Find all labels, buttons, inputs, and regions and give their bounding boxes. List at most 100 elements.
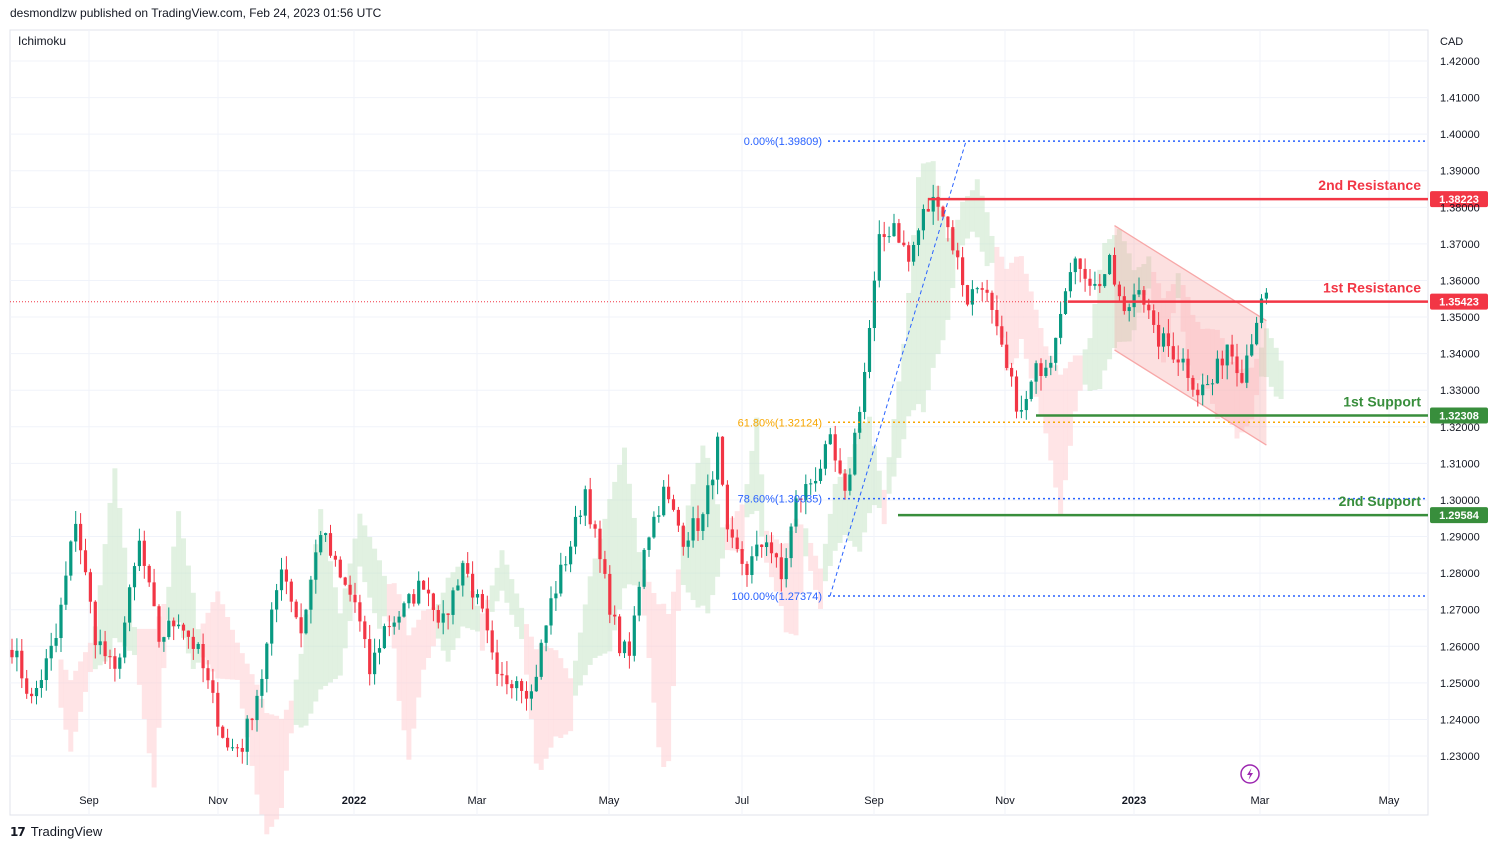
cloud-segment bbox=[524, 624, 529, 675]
cloud-segment bbox=[744, 484, 750, 518]
cloud-segment bbox=[1244, 368, 1250, 427]
y-tick-label: 1.34000 bbox=[1440, 349, 1480, 361]
candle-body bbox=[397, 616, 401, 623]
candle-body bbox=[554, 593, 558, 599]
cloud-segment bbox=[171, 546, 177, 627]
lightning-icon[interactable] bbox=[1240, 764, 1260, 784]
cloud-segment bbox=[646, 581, 652, 658]
cloud-segment bbox=[793, 518, 799, 636]
cloud-segment bbox=[597, 538, 603, 656]
cloud-segment bbox=[1146, 256, 1152, 289]
candle-body bbox=[98, 641, 102, 646]
candle-body bbox=[745, 563, 749, 575]
candle-body bbox=[985, 289, 989, 293]
candle-body bbox=[735, 537, 739, 550]
cloud-segment bbox=[656, 604, 662, 748]
cloud-segment bbox=[1254, 358, 1260, 396]
cloud-segment bbox=[1195, 321, 1201, 380]
cloud-segment bbox=[239, 653, 245, 709]
candle-body bbox=[1196, 389, 1200, 396]
cloud-segment bbox=[318, 509, 324, 690]
cloud-segment bbox=[1043, 346, 1049, 434]
cloud-segment bbox=[117, 508, 123, 643]
candle-body bbox=[417, 580, 421, 604]
cloud-segment bbox=[122, 547, 128, 647]
level-name: 1st Resistance bbox=[1323, 280, 1421, 296]
cloud-segment bbox=[1180, 285, 1186, 332]
candle-body bbox=[1245, 355, 1249, 383]
candle-body bbox=[559, 564, 563, 594]
candle-body bbox=[1161, 333, 1166, 347]
cloud-segment bbox=[896, 381, 902, 458]
candle-body bbox=[196, 643, 200, 649]
candle-body bbox=[515, 681, 519, 689]
candle-body bbox=[980, 288, 984, 290]
cloud-segment bbox=[577, 632, 583, 686]
cloud-segment bbox=[504, 564, 510, 603]
cloud-segment bbox=[430, 607, 436, 647]
cloud-segment bbox=[156, 616, 162, 728]
candle-body bbox=[965, 285, 970, 305]
cloud-segment bbox=[1141, 264, 1147, 296]
cloud-segment bbox=[1200, 328, 1206, 376]
cloud-segment bbox=[1053, 365, 1059, 488]
cloud-segment bbox=[955, 219, 961, 257]
candle-body bbox=[353, 594, 357, 603]
candlesticks bbox=[10, 184, 1428, 766]
candle-body bbox=[441, 613, 445, 623]
tradingview-footer[interactable]: 𝟭𝟳 TradingView bbox=[10, 824, 102, 839]
candle-body bbox=[402, 603, 406, 617]
price-axis[interactable]: 1.42000 1.41000 1.40000 1.39000 1.38000 1.370… bbox=[1440, 56, 1480, 763]
candle-body bbox=[79, 523, 83, 551]
plot-frame bbox=[9, 29, 1429, 816]
candle-body bbox=[1000, 326, 1004, 345]
candle-body bbox=[573, 516, 578, 547]
cloud-segment bbox=[842, 469, 848, 536]
cloud-segment bbox=[881, 489, 887, 525]
candle-body bbox=[485, 608, 489, 631]
cloud-segment bbox=[259, 698, 265, 815]
cloud-segment bbox=[573, 660, 578, 696]
cloud-segment bbox=[622, 447, 627, 589]
cloud-segment bbox=[925, 162, 931, 391]
cloud-segment bbox=[1063, 368, 1068, 481]
candle-body bbox=[495, 652, 499, 674]
y-tick-label: 1.36000 bbox=[1440, 275, 1480, 287]
y-tick-label: 1.26000 bbox=[1440, 641, 1480, 653]
y-tick-label: 1.41000 bbox=[1440, 93, 1480, 105]
candle-body bbox=[132, 566, 137, 588]
cloud-segment bbox=[675, 569, 681, 611]
cloud-segment bbox=[1097, 269, 1103, 390]
candle-body bbox=[1098, 283, 1102, 287]
cloud-segment bbox=[1087, 338, 1093, 391]
candle-body bbox=[475, 594, 480, 598]
candle-body bbox=[157, 606, 161, 642]
indicator-label[interactable]: Ichimoku bbox=[18, 34, 67, 48]
candle-body bbox=[853, 432, 857, 475]
y-tick-label: 1.24000 bbox=[1440, 714, 1480, 726]
cloud-segment bbox=[308, 579, 314, 714]
cloud-segment bbox=[68, 680, 74, 752]
cloud-segment bbox=[720, 527, 725, 559]
y-tick-label: 1.33000 bbox=[1440, 385, 1480, 397]
cloud-segment bbox=[857, 428, 863, 552]
candle-body bbox=[1108, 255, 1112, 275]
cloud-segment bbox=[396, 594, 402, 701]
time-axis[interactable]: Sep Nov 2022 Mar May Jul Sep Nov 2023 Mar May bbox=[79, 795, 1400, 807]
candle-body bbox=[1063, 291, 1068, 314]
cloud-segment bbox=[112, 468, 118, 639]
cloud-segment bbox=[994, 246, 1000, 299]
candle-body bbox=[760, 544, 764, 548]
candle-body bbox=[108, 656, 112, 658]
candle-body bbox=[1255, 322, 1259, 345]
price-badge bbox=[1430, 407, 1488, 424]
candle-body bbox=[603, 559, 607, 574]
candle-body bbox=[569, 546, 573, 565]
cloud-segment bbox=[313, 544, 319, 702]
candle-body bbox=[520, 681, 524, 691]
cloud-segment bbox=[416, 619, 422, 698]
candle-body bbox=[382, 626, 386, 649]
candle-body bbox=[642, 549, 646, 587]
candle-body bbox=[221, 726, 225, 738]
